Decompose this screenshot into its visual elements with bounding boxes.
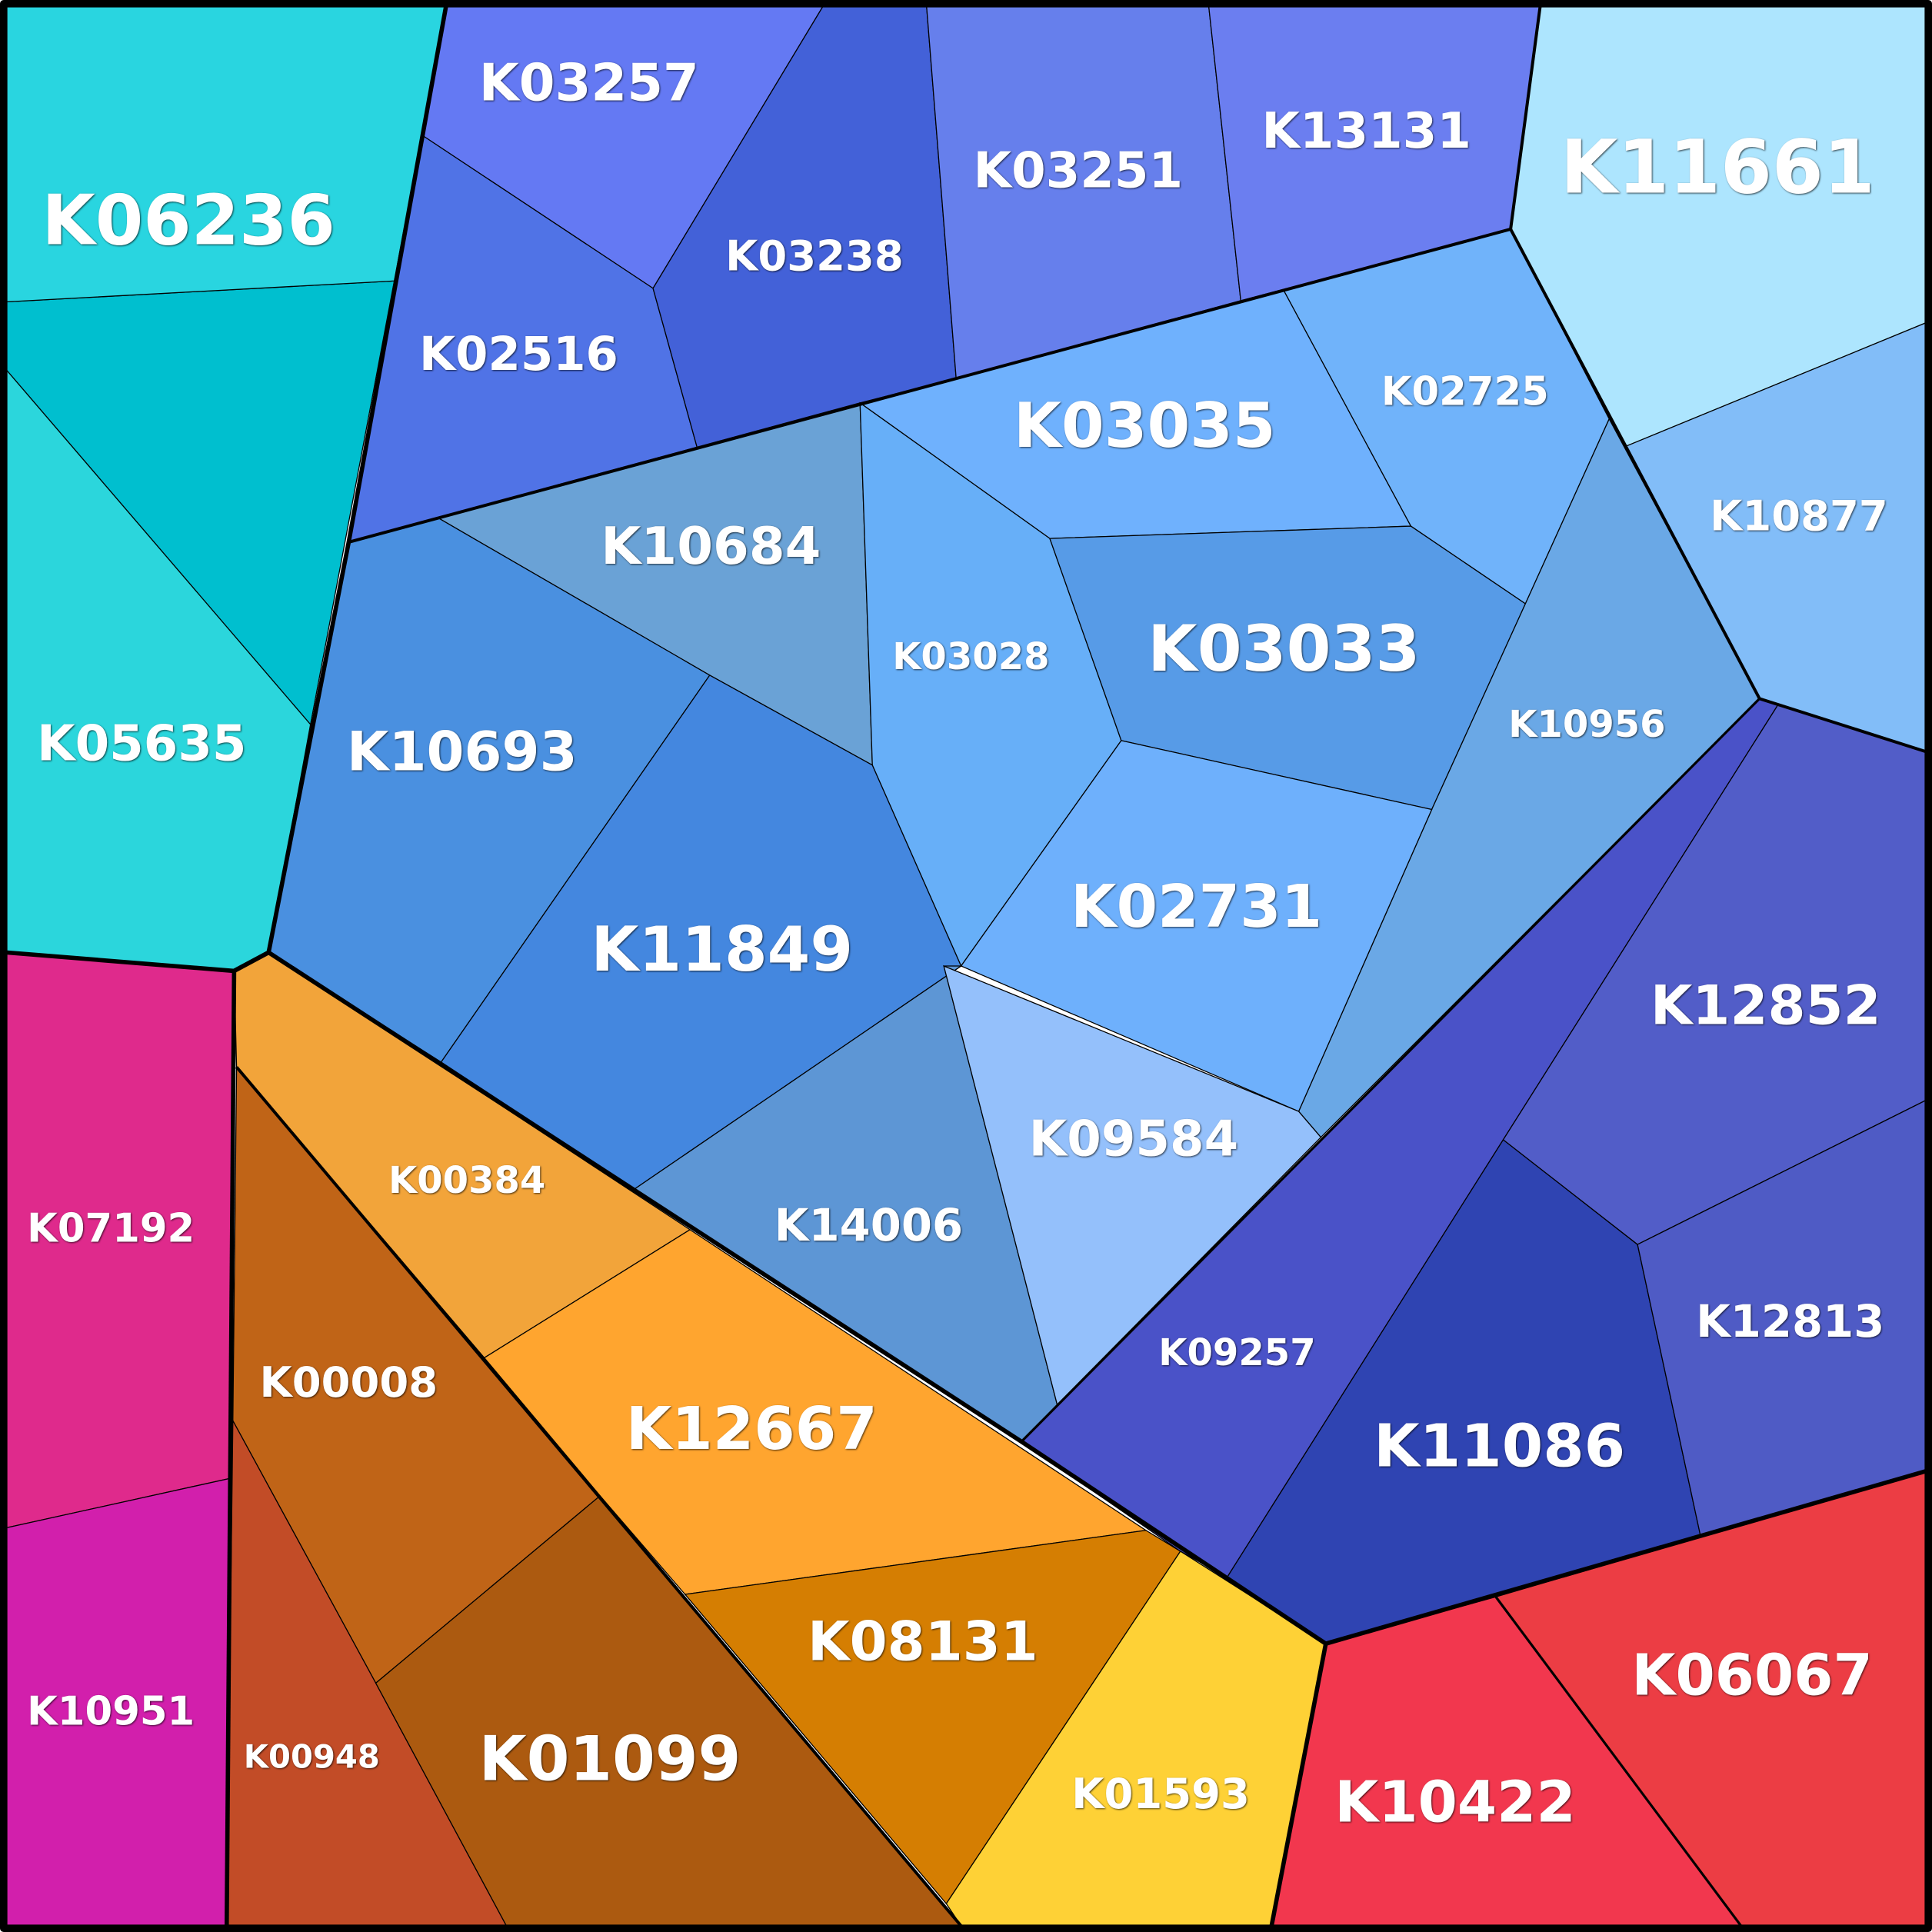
group-border — [1020, 698, 1760, 1443]
cell-label: K08131 — [808, 1610, 1038, 1673]
cell-label: K01099 — [479, 1723, 741, 1794]
cell-label: K11661 — [1561, 125, 1875, 211]
cell-label: K02731 — [1071, 873, 1322, 941]
cell-label: K10684 — [601, 516, 821, 576]
group-border — [235, 1066, 963, 1927]
cell-label: K06236 — [42, 182, 335, 261]
cell-label: K13131 — [1261, 103, 1471, 160]
cell-label: K12813 — [1696, 1295, 1884, 1347]
cell-label: K03028 — [892, 635, 1049, 678]
cell-label: K10422 — [1334, 1770, 1575, 1836]
group-border — [224, 971, 237, 1927]
cell-label: K10951 — [27, 1688, 195, 1734]
cell-label: K00008 — [260, 1357, 438, 1407]
group-border — [1494, 1596, 1742, 1927]
group-border — [1325, 1469, 1927, 1646]
cell-label: K07192 — [27, 1205, 195, 1251]
cell-label: K06067 — [1631, 1644, 1872, 1709]
cell-label: K00384 — [388, 1159, 545, 1202]
cell-label: K11849 — [591, 914, 853, 985]
cell-label: K10956 — [1508, 703, 1665, 746]
cell-label: K01593 — [1071, 1769, 1250, 1818]
cell-label: K03033 — [1148, 611, 1420, 686]
cell-label: K05635 — [37, 715, 247, 772]
cell-label: K03238 — [725, 232, 904, 281]
cell — [943, 964, 1322, 1406]
cell-label: K09257 — [1158, 1331, 1315, 1374]
cell-label: K12852 — [1651, 974, 1881, 1038]
cell-label: K03251 — [973, 142, 1183, 199]
labels: K06236 K05635 K03257 K02516 K03238 K03251 K131… — [27, 53, 1888, 1836]
cell-label: K09584 — [1029, 1111, 1239, 1168]
cell-label: K11086 — [1374, 1413, 1625, 1481]
group-border — [233, 950, 1328, 1927]
cell-label: K00948 — [244, 1738, 380, 1776]
cell-label: K02516 — [419, 327, 618, 381]
cell-label: K12667 — [626, 1395, 878, 1464]
cell-label: K03035 — [1014, 390, 1276, 461]
cells — [5, 5, 1927, 1927]
cell-label: K03257 — [479, 53, 699, 113]
cell-label: K02725 — [1381, 369, 1549, 415]
cell-label: K10877 — [1710, 491, 1888, 541]
cell-label: K10693 — [347, 721, 578, 784]
cell-label: K14006 — [774, 1199, 963, 1251]
